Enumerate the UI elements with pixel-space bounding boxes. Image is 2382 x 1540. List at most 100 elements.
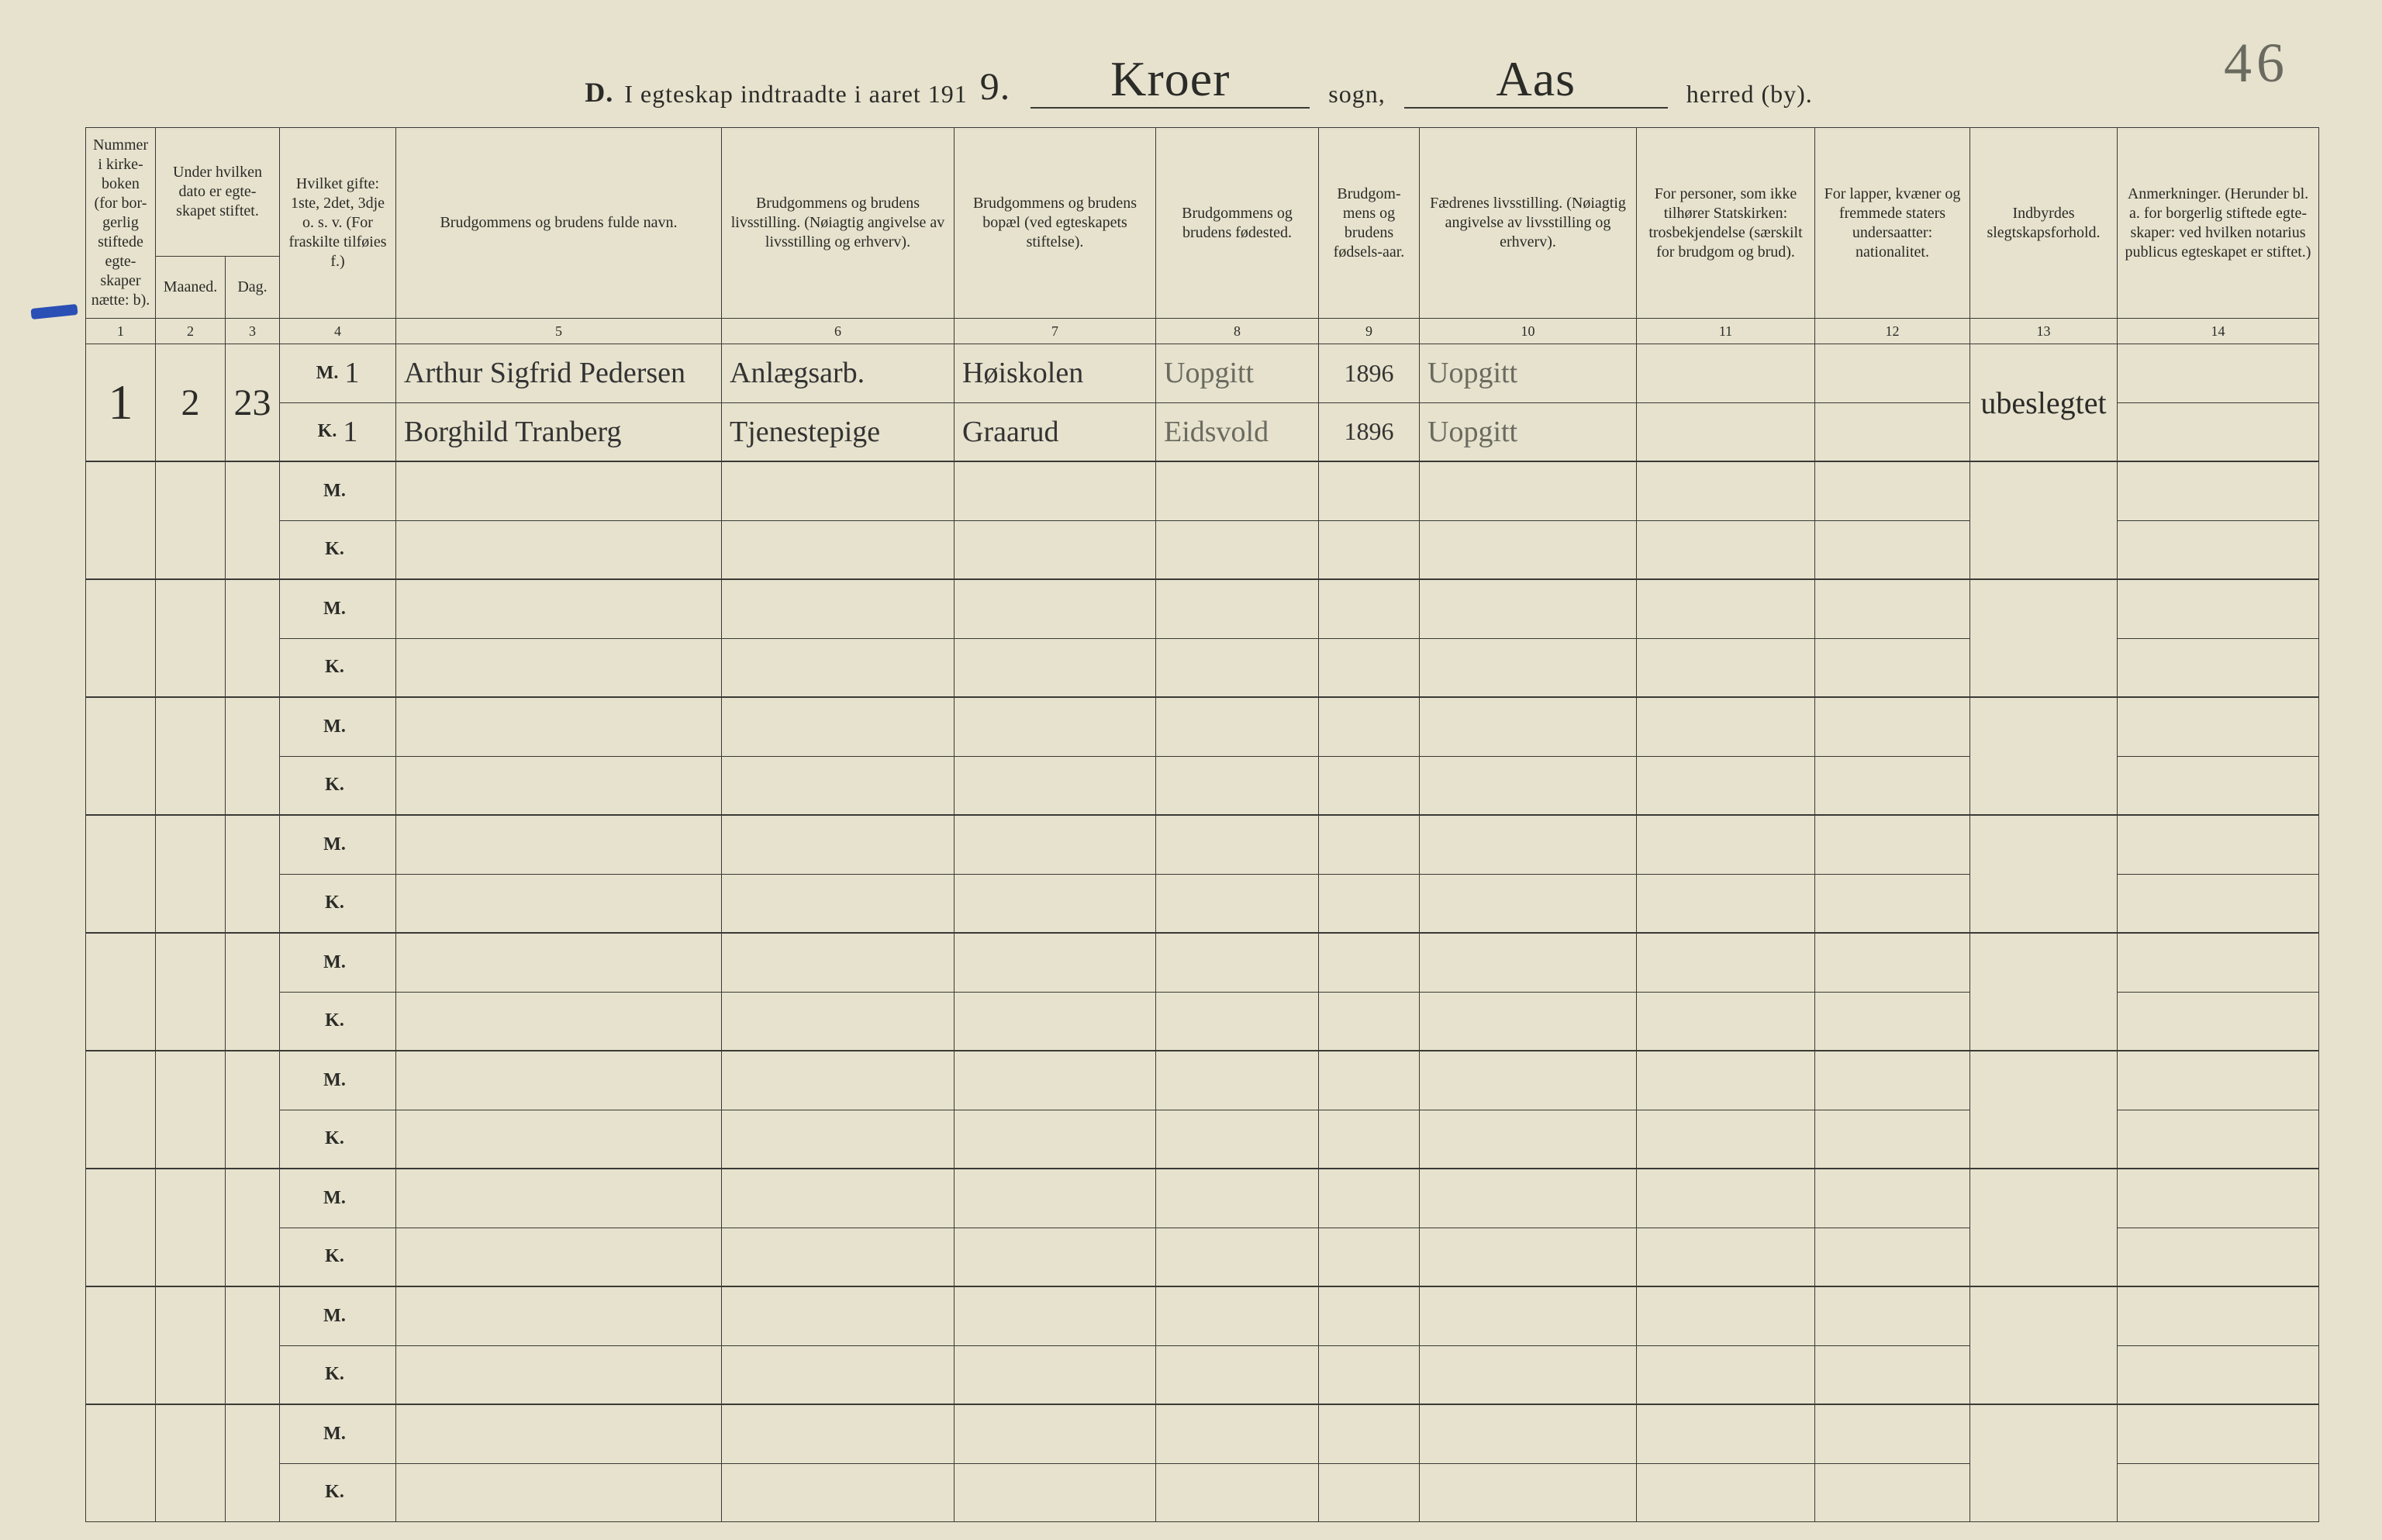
blue-pencil-mark-icon xyxy=(30,304,78,319)
cell-dag xyxy=(226,1404,280,1522)
cell-stilling xyxy=(722,815,955,933)
cell-fadre xyxy=(1420,1404,1637,1522)
cell-tros xyxy=(1637,1051,1815,1169)
table-row: M. K. xyxy=(86,1169,2319,1286)
cell-navn xyxy=(396,697,722,815)
cell-aar xyxy=(1319,1404,1420,1522)
cell-seq xyxy=(86,461,156,579)
col-header-10: Fædrenes livsstilling. (Nøiagtig angivel… xyxy=(1420,128,1637,319)
cell-slekt xyxy=(1970,579,2118,697)
cell-stilling xyxy=(722,1051,955,1169)
colnum-8: 8 xyxy=(1156,319,1319,344)
table-row: M. K. xyxy=(86,1286,2319,1404)
cell-navn xyxy=(396,1404,722,1522)
colnum-12: 12 xyxy=(1815,319,1970,344)
cell-aar xyxy=(1319,933,1420,1051)
col-header-8: Brudgommens og brudens fødested. xyxy=(1156,128,1319,319)
colnum-11: 11 xyxy=(1637,319,1815,344)
cell-nasj xyxy=(1815,933,1970,1051)
cell-anm xyxy=(2118,815,2319,933)
table-row: M. K. xyxy=(86,815,2319,933)
col-header-11: For personer, som ikke tilhører Statskir… xyxy=(1637,128,1815,319)
cell-dag: 23 xyxy=(226,344,280,462)
cell-tros xyxy=(1637,461,1815,579)
page-number-handwritten: 46 xyxy=(2224,31,2289,95)
cell-seq xyxy=(86,1286,156,1404)
colnum-4: 4 xyxy=(280,319,396,344)
cell-seq xyxy=(86,579,156,697)
sogn-label: sogn, xyxy=(1328,80,1385,109)
col-header-3: Dag. xyxy=(226,257,280,319)
cell-aar xyxy=(1319,579,1420,697)
cell-nasj xyxy=(1815,697,1970,815)
cell-navn xyxy=(396,815,722,933)
cell-aar xyxy=(1319,815,1420,933)
table-row: M. K. xyxy=(86,579,2319,697)
cell-navn xyxy=(396,1286,722,1404)
cell-nasj xyxy=(1815,344,1970,462)
cell-maaned xyxy=(156,1051,226,1169)
cell-navn xyxy=(396,461,722,579)
herred-label: herred (by). xyxy=(1686,80,1813,109)
cell-bopel xyxy=(955,1404,1156,1522)
colnum-13: 13 xyxy=(1970,319,2118,344)
cell-seq xyxy=(86,1051,156,1169)
cell-maaned xyxy=(156,1404,226,1522)
cell-stilling xyxy=(722,461,955,579)
cell-tros xyxy=(1637,1404,1815,1522)
cell-bopel xyxy=(955,1051,1156,1169)
cell-anm xyxy=(2118,1169,2319,1286)
col-header-13: Indbyrdes slegtskapsforhold. xyxy=(1970,128,2118,319)
cell-tros xyxy=(1637,697,1815,815)
cell-slekt xyxy=(1970,697,2118,815)
cell-fadre xyxy=(1420,1169,1637,1286)
cell-fadre xyxy=(1420,1051,1637,1169)
colnum-3: 3 xyxy=(226,319,280,344)
cell-slekt xyxy=(1970,933,2118,1051)
table-row: 1223 M.1 K.1 Arthur Sigfrid Pedersen Bor… xyxy=(86,344,2319,462)
col-header-6: Brudgommens og brudens livsstilling. (Nø… xyxy=(722,128,955,319)
colnum-6: 6 xyxy=(722,319,955,344)
table-body: 1223 M.1 K.1 Arthur Sigfrid Pedersen Bor… xyxy=(86,344,2319,1522)
col-header-2-3-group: Under hvilken dato er egte-skapet stifte… xyxy=(156,128,280,257)
cell-stilling xyxy=(722,1169,955,1286)
cell-bopel xyxy=(955,933,1156,1051)
cell-navn xyxy=(396,933,722,1051)
cell-maaned xyxy=(156,697,226,815)
ledger-page: 46 D. I egteskap indtraadte i aaret 1919… xyxy=(0,0,2382,1540)
cell-aar xyxy=(1319,1286,1420,1404)
cell-fadre xyxy=(1420,815,1637,933)
cell-fodested xyxy=(1156,579,1319,697)
cell-tros xyxy=(1637,1169,1815,1286)
cell-bopel xyxy=(955,1286,1156,1404)
cell-maaned xyxy=(156,1169,226,1286)
cell-nasj xyxy=(1815,1051,1970,1169)
cell-maaned xyxy=(156,461,226,579)
table-row: M. K. xyxy=(86,1404,2319,1522)
table-row: M. K. xyxy=(86,933,2319,1051)
cell-fodested xyxy=(1156,815,1319,933)
cell-gifte: M. K. xyxy=(280,1051,396,1169)
col-header-12: For lapper, kvæner og fremmede staters u… xyxy=(1815,128,1970,319)
cell-slekt: ubeslegtet xyxy=(1970,344,2118,462)
cell-navn xyxy=(396,579,722,697)
cell-anm xyxy=(2118,1404,2319,1522)
cell-tros xyxy=(1637,579,1815,697)
cell-stilling xyxy=(722,1404,955,1522)
title-lead: D. xyxy=(585,76,613,109)
cell-seq xyxy=(86,697,156,815)
cell-bopel xyxy=(955,1169,1156,1286)
cell-stilling xyxy=(722,697,955,815)
cell-bopel xyxy=(955,579,1156,697)
title-text-a: I egteskap indtraadte i aaret 191 xyxy=(624,80,968,109)
colnum-5: 5 xyxy=(396,319,722,344)
cell-dag xyxy=(226,1169,280,1286)
cell-dag xyxy=(226,1051,280,1169)
cell-fodested xyxy=(1156,697,1319,815)
cell-dag xyxy=(226,579,280,697)
cell-fadre xyxy=(1420,579,1637,697)
colnum-7: 7 xyxy=(955,319,1156,344)
cell-seq xyxy=(86,933,156,1051)
colnum-9: 9 xyxy=(1319,319,1420,344)
cell-slekt xyxy=(1970,1286,2118,1404)
